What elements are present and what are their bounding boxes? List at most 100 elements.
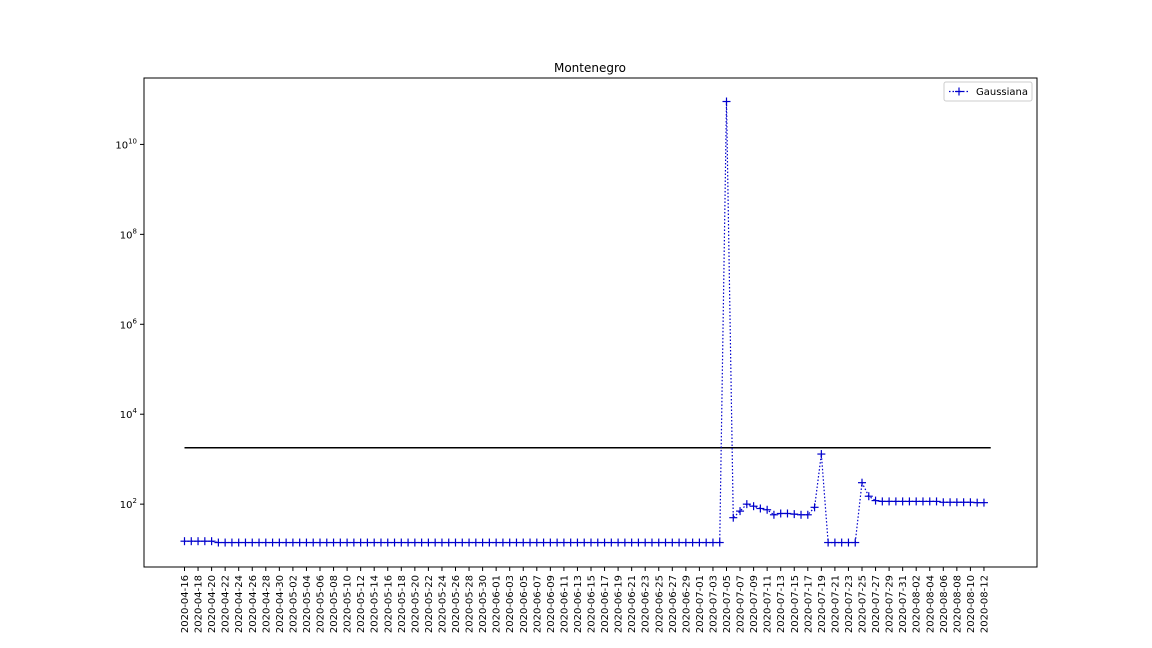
data-point (221, 538, 230, 547)
y-tick-label: 108 (120, 227, 137, 241)
data-point (512, 538, 521, 547)
y-tick-label: 106 (120, 317, 138, 331)
data-point (471, 538, 480, 547)
data-point (376, 538, 385, 547)
data-point (905, 497, 914, 506)
x-tick-label: 2020-08-02 (912, 575, 923, 633)
x-tick-label: 2020-06-29 (681, 575, 692, 633)
x-tick-label: 2020-06-21 (627, 575, 638, 633)
data-point (959, 498, 968, 507)
x-tick-label: 2020-05-04 (302, 575, 313, 633)
data-point (593, 538, 602, 547)
x-tick-label: 2020-08-10 (966, 575, 977, 633)
data-point (946, 498, 955, 507)
x-tick-label: 2020-07-15 (790, 575, 801, 633)
data-point (729, 513, 738, 522)
x-tick-label: 2020-04-16 (180, 575, 191, 633)
data-point (187, 537, 196, 546)
data-point (661, 538, 670, 547)
data-point (383, 538, 392, 547)
x-tick-label: 2020-05-30 (478, 575, 489, 633)
data-point (519, 538, 528, 547)
data-point (329, 538, 338, 547)
x-tick-label: 2020-07-07 (736, 575, 747, 633)
data-point (241, 538, 250, 547)
x-tick-label: 2020-07-03 (708, 575, 719, 633)
data-point (532, 538, 541, 547)
data-point (668, 538, 677, 547)
data-point (769, 510, 778, 519)
data-point (343, 538, 352, 547)
data-point (485, 538, 494, 547)
data-point (858, 478, 866, 487)
x-tick-label: 2020-06-25 (654, 575, 665, 633)
data-point (688, 538, 697, 547)
x-tick-label: 2020-06-05 (519, 575, 530, 633)
data-point (722, 97, 731, 106)
x-tick-label: 2020-07-17 (803, 575, 814, 633)
data-point (803, 510, 812, 519)
x-tick-label: 2020-07-09 (749, 575, 760, 633)
x-tick-label: 2020-07-27 (871, 575, 882, 633)
legend-box (943, 81, 1033, 102)
x-tick-label: 2020-07-31 (898, 575, 909, 633)
data-point (973, 498, 982, 507)
data-point (966, 498, 975, 507)
x-tick-label: 2020-05-10 (343, 575, 354, 633)
data-point (647, 538, 656, 547)
data-point (837, 538, 846, 547)
x-tick-label: 2020-07-23 (844, 575, 855, 633)
data-point (817, 450, 826, 459)
data-point (830, 538, 839, 547)
data-point (410, 538, 419, 547)
x-tick-label: 2020-06-11 (559, 575, 570, 633)
data-point (302, 538, 311, 547)
x-tick-label: 2020-05-20 (410, 575, 421, 633)
x-tick-label: 2020-08-12 (979, 575, 990, 633)
x-tick-label: 2020-06-23 (641, 575, 652, 633)
data-point (261, 538, 270, 547)
data-point (763, 505, 772, 514)
data-point (702, 538, 711, 547)
data-point (939, 498, 948, 507)
data-point (248, 538, 257, 547)
data-point (979, 498, 988, 507)
data-point (912, 497, 921, 506)
x-tick-label: 2020-04-18 (194, 575, 205, 633)
x-tick-label: 2020-07-25 (858, 575, 869, 633)
x-tick-label: 2020-07-05 (722, 575, 733, 633)
x-tick-label: 2020-06-03 (505, 575, 516, 633)
data-point (492, 538, 501, 547)
y-tick-label: 1010 (115, 137, 137, 151)
data-point (200, 537, 209, 546)
data-point (736, 507, 745, 516)
data-point (505, 538, 514, 547)
data-point (465, 538, 474, 547)
data-point (437, 538, 446, 547)
data-point (316, 538, 324, 547)
x-tick-label: 2020-08-08 (952, 575, 963, 633)
data-point (322, 538, 331, 547)
data-point (370, 538, 379, 547)
x-tick-label: 2020-07-11 (763, 575, 774, 633)
data-point (397, 538, 406, 547)
legend-marker (955, 87, 963, 96)
x-tick-label: 2020-05-08 (329, 575, 340, 633)
x-tick-label: 2020-07-21 (830, 575, 841, 633)
data-point (749, 502, 758, 511)
x-tick-label: 2020-06-09 (546, 575, 557, 633)
data-point (390, 538, 399, 547)
data-point (194, 537, 203, 546)
data-point (810, 503, 819, 512)
data-point (587, 538, 595, 547)
data-point (641, 538, 650, 547)
data-point (634, 538, 643, 547)
x-tick-label: 2020-06-07 (532, 575, 543, 633)
x-tick-label: 2020-05-26 (451, 575, 462, 633)
x-tick-label: 2020-06-15 (587, 575, 598, 633)
data-point (824, 538, 833, 547)
data-point (227, 538, 236, 547)
data-point (417, 538, 426, 547)
x-tick-label: 2020-06-19 (614, 575, 625, 633)
